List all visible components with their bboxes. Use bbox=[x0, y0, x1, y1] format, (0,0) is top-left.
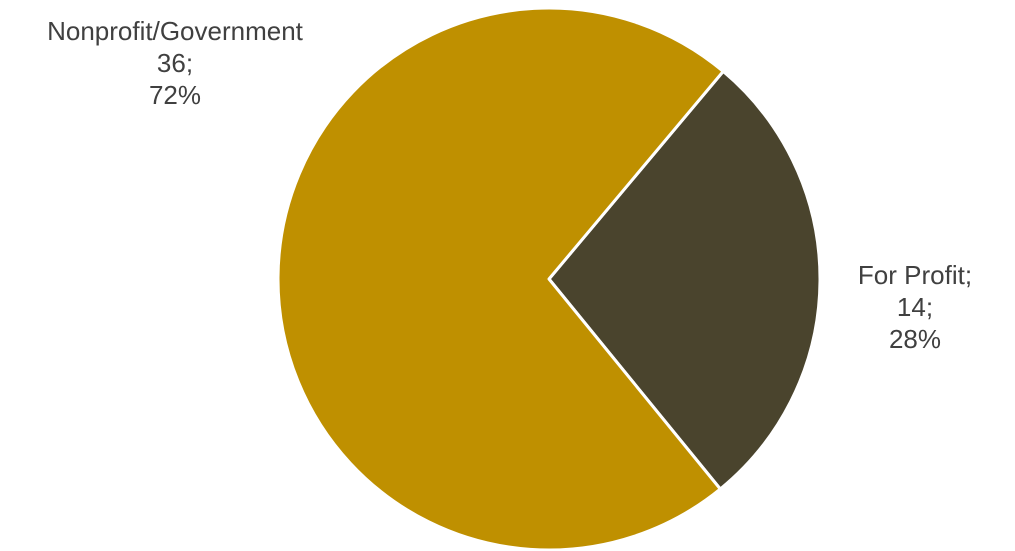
pie-label-line: Nonprofit/Government bbox=[47, 16, 304, 46]
pie-label-line: 14; bbox=[897, 292, 933, 322]
pie-label-for-profit: For Profit; 14; 28% bbox=[858, 260, 972, 354]
pie-slices bbox=[276, 6, 822, 551]
pie-label-line: 72% bbox=[149, 80, 201, 110]
pie-slice-for-profit bbox=[547, 69, 822, 491]
pie-label-line: 28% bbox=[889, 324, 941, 354]
pie-slice-nonprofit-government bbox=[276, 6, 725, 551]
pie-label-line: For Profit; bbox=[858, 260, 972, 290]
pie-label-line: 36; bbox=[157, 48, 193, 78]
pie-labels: For Profit; 14; 28% Nonprofit/Government 36;… bbox=[47, 16, 972, 354]
pie-label-nonprofit-government: Nonprofit/Government 36; 72% bbox=[47, 16, 304, 110]
